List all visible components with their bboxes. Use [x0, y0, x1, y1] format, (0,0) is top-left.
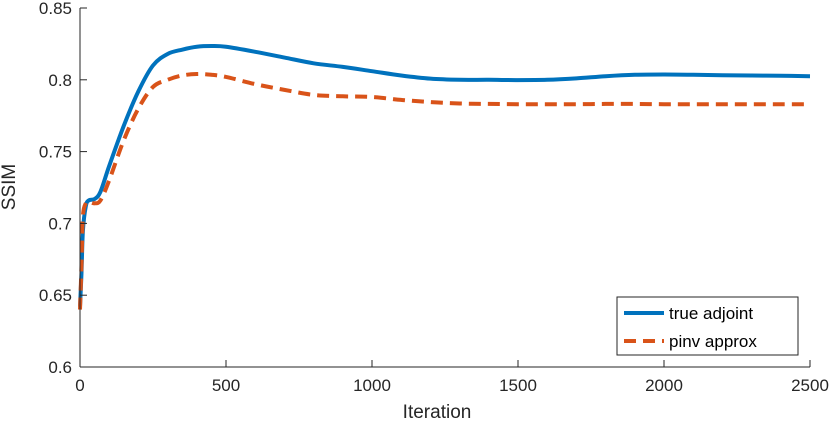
legend-box [616, 296, 799, 356]
legend-label-true-adjoint: true adjoint [669, 304, 753, 323]
axes [79, 8, 810, 368]
y-tick-label: 0.6 [48, 358, 72, 377]
y-ticks: 0.6 0.65 0.7 0.75 0.8 0.85 [39, 0, 87, 377]
y-tick-label: 0.8 [48, 71, 72, 90]
legend-label-pinv-approx: pinv approx [669, 332, 757, 351]
x-tick-label: 2000 [645, 376, 683, 395]
x-axis-label: Iteration [403, 402, 472, 423]
y-axis-label: SSIM [0, 164, 20, 210]
series-line-true-adjoint [78, 44, 811, 307]
x-ticks: 0 500 1000 1500 2000 2500 [75, 360, 829, 395]
x-tick-label: 1000 [353, 376, 391, 395]
y-tick-label: 0.65 [39, 286, 72, 305]
y-tick-label: 0.85 [39, 0, 72, 18]
x-tick-label: 1500 [499, 376, 537, 395]
series-line-pinv-approx [78, 72, 810, 310]
y-tick-label: 0.7 [48, 214, 72, 233]
x-tick-label: 0 [75, 376, 84, 395]
plot-lines [78, 44, 811, 310]
y-tick-label: 0.75 [39, 143, 72, 162]
legend: true adjoint pinv approx [616, 296, 799, 356]
x-tick-label: 500 [212, 376, 240, 395]
x-tick-label: 2500 [791, 376, 829, 395]
